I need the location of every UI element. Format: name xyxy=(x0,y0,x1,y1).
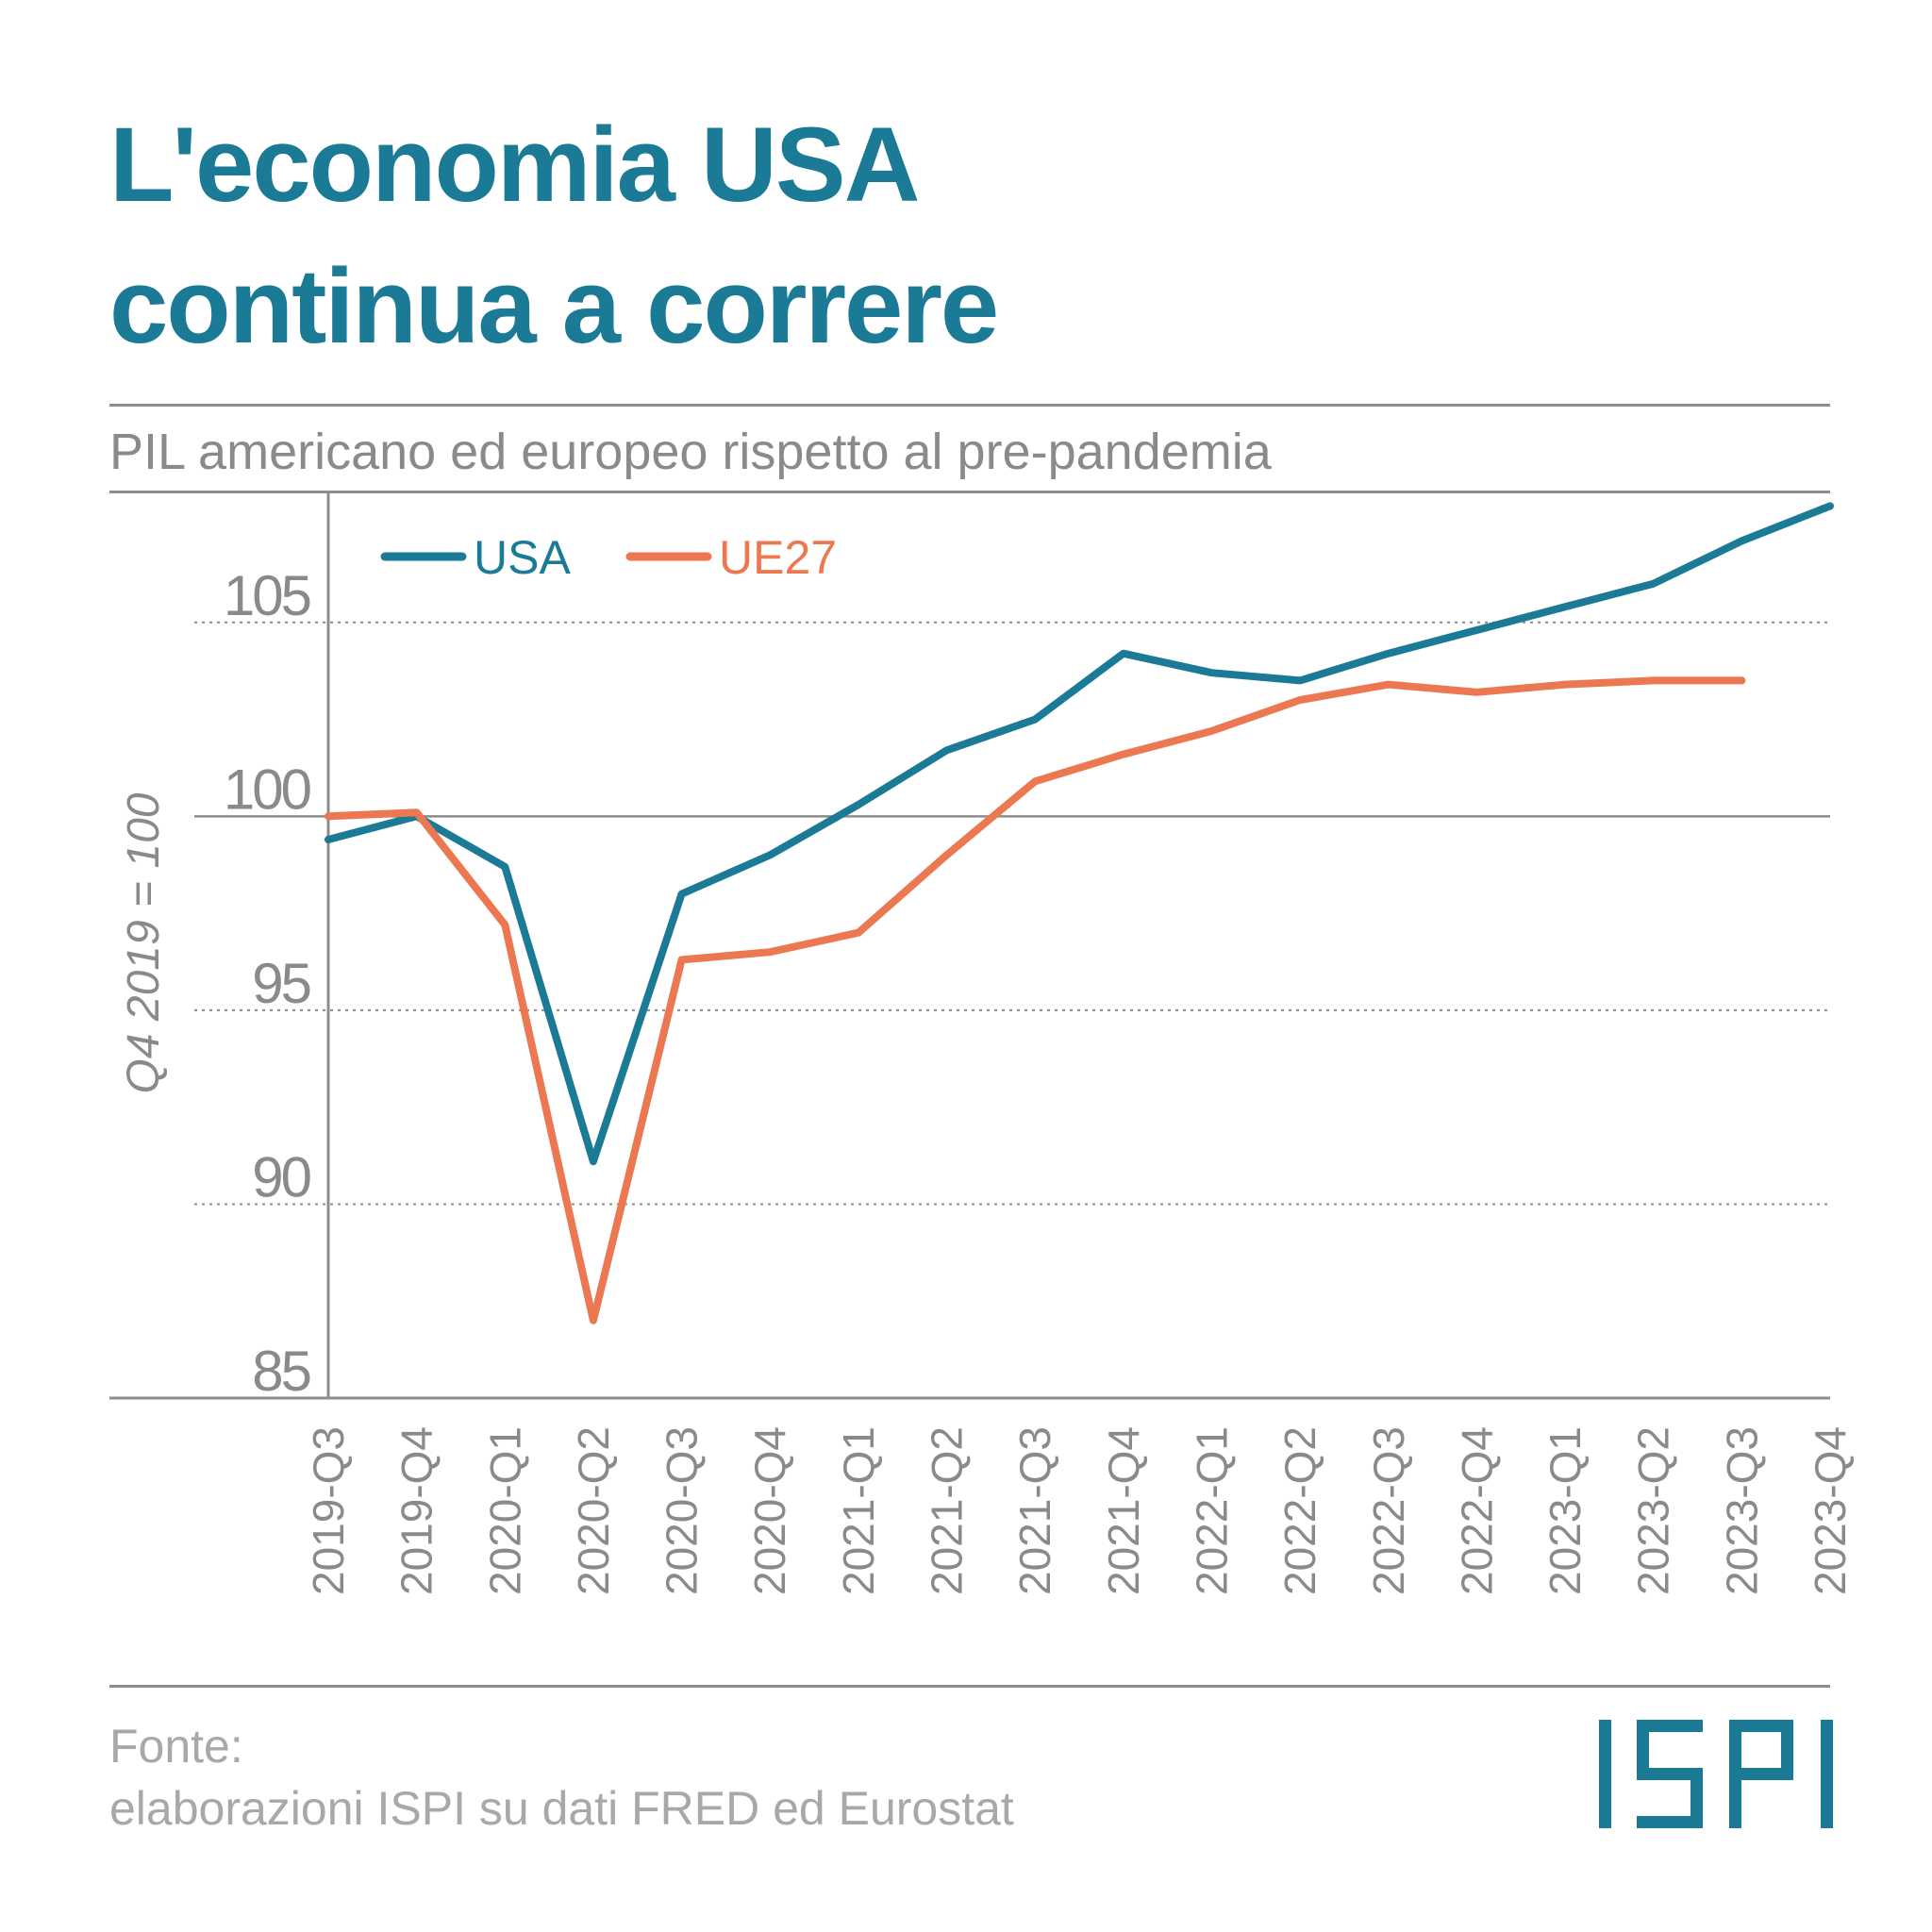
divider-bottom xyxy=(109,1685,1830,1688)
x-tick-label: 2020-Q4 xyxy=(745,1426,794,1595)
y-axis-title: Q4 2019 = 100 xyxy=(119,792,169,1093)
axes xyxy=(109,491,1830,1400)
x-tick-label: 2023-Q4 xyxy=(1806,1426,1855,1595)
legend-label-usa: USA xyxy=(474,531,571,584)
chart-title-line-2: continua a correre xyxy=(109,247,999,365)
x-tick-label: 2020-Q1 xyxy=(480,1426,529,1595)
ispi-logo xyxy=(1599,1720,1833,1828)
series xyxy=(325,502,1834,1324)
chart-title: L'economia USA continua a correre xyxy=(109,94,999,377)
divider-top xyxy=(109,404,1830,407)
divider-subtitle xyxy=(109,491,1830,493)
x-tick-label: 2023-Q1 xyxy=(1541,1426,1590,1595)
y-tick-label: 105 xyxy=(224,564,310,627)
legend: USA UE27 xyxy=(380,531,837,584)
line-chart: 85 90 95 100 105 2019-Q3 2019-Q4 2020-Q1 2020-Q… xyxy=(109,491,1855,1595)
y-tick-label: 100 xyxy=(224,758,311,821)
source-note: Fonte: elaborazioni ISPI su dati FRED ed… xyxy=(109,1715,1014,1840)
x-tick-label: 2023-Q3 xyxy=(1717,1426,1766,1595)
source-text: elaborazioni ISPI su dati FRED ed Eurost… xyxy=(109,1782,1014,1835)
grid xyxy=(194,621,1830,1206)
x-tick-label: 2019-Q3 xyxy=(304,1426,353,1595)
y-tick-label: 90 xyxy=(252,1145,310,1208)
y-tick-label: 85 xyxy=(252,1340,309,1403)
x-tick-label: 2021-Q2 xyxy=(923,1426,972,1595)
x-axis-ticks: 2019-Q3 2019-Q4 2020-Q1 2020-Q2 2020-Q3 2020-… xyxy=(304,1426,1855,1595)
x-tick-label: 2022-Q1 xyxy=(1187,1426,1236,1595)
y-axis-ticks: 85 90 95 100 105 xyxy=(224,564,314,1403)
source-label: Fonte: xyxy=(109,1720,243,1773)
series-line-ue27 xyxy=(325,676,1746,1324)
chart-title-line-1: L'economia USA xyxy=(109,106,920,224)
y-tick-label: 95 xyxy=(252,952,309,1015)
x-tick-label: 2022-Q2 xyxy=(1275,1426,1324,1595)
x-tick-label: 2022-Q3 xyxy=(1364,1426,1413,1595)
x-tick-label: 2021-Q3 xyxy=(1010,1426,1059,1595)
x-tick-label: 2022-Q4 xyxy=(1452,1426,1501,1595)
series-line-usa xyxy=(325,502,1834,1166)
chart-subtitle: PIL americano ed europeo rispetto al pre… xyxy=(109,424,1272,480)
x-tick-label: 2020-Q2 xyxy=(569,1426,618,1595)
x-tick-label: 2020-Q3 xyxy=(658,1426,707,1595)
x-tick-label: 2021-Q1 xyxy=(834,1426,883,1595)
x-tick-label: 2019-Q4 xyxy=(392,1426,441,1595)
x-tick-label: 2023-Q2 xyxy=(1629,1426,1678,1595)
x-tick-label: 2021-Q4 xyxy=(1099,1426,1148,1595)
legend-label-ue27: UE27 xyxy=(719,531,837,584)
